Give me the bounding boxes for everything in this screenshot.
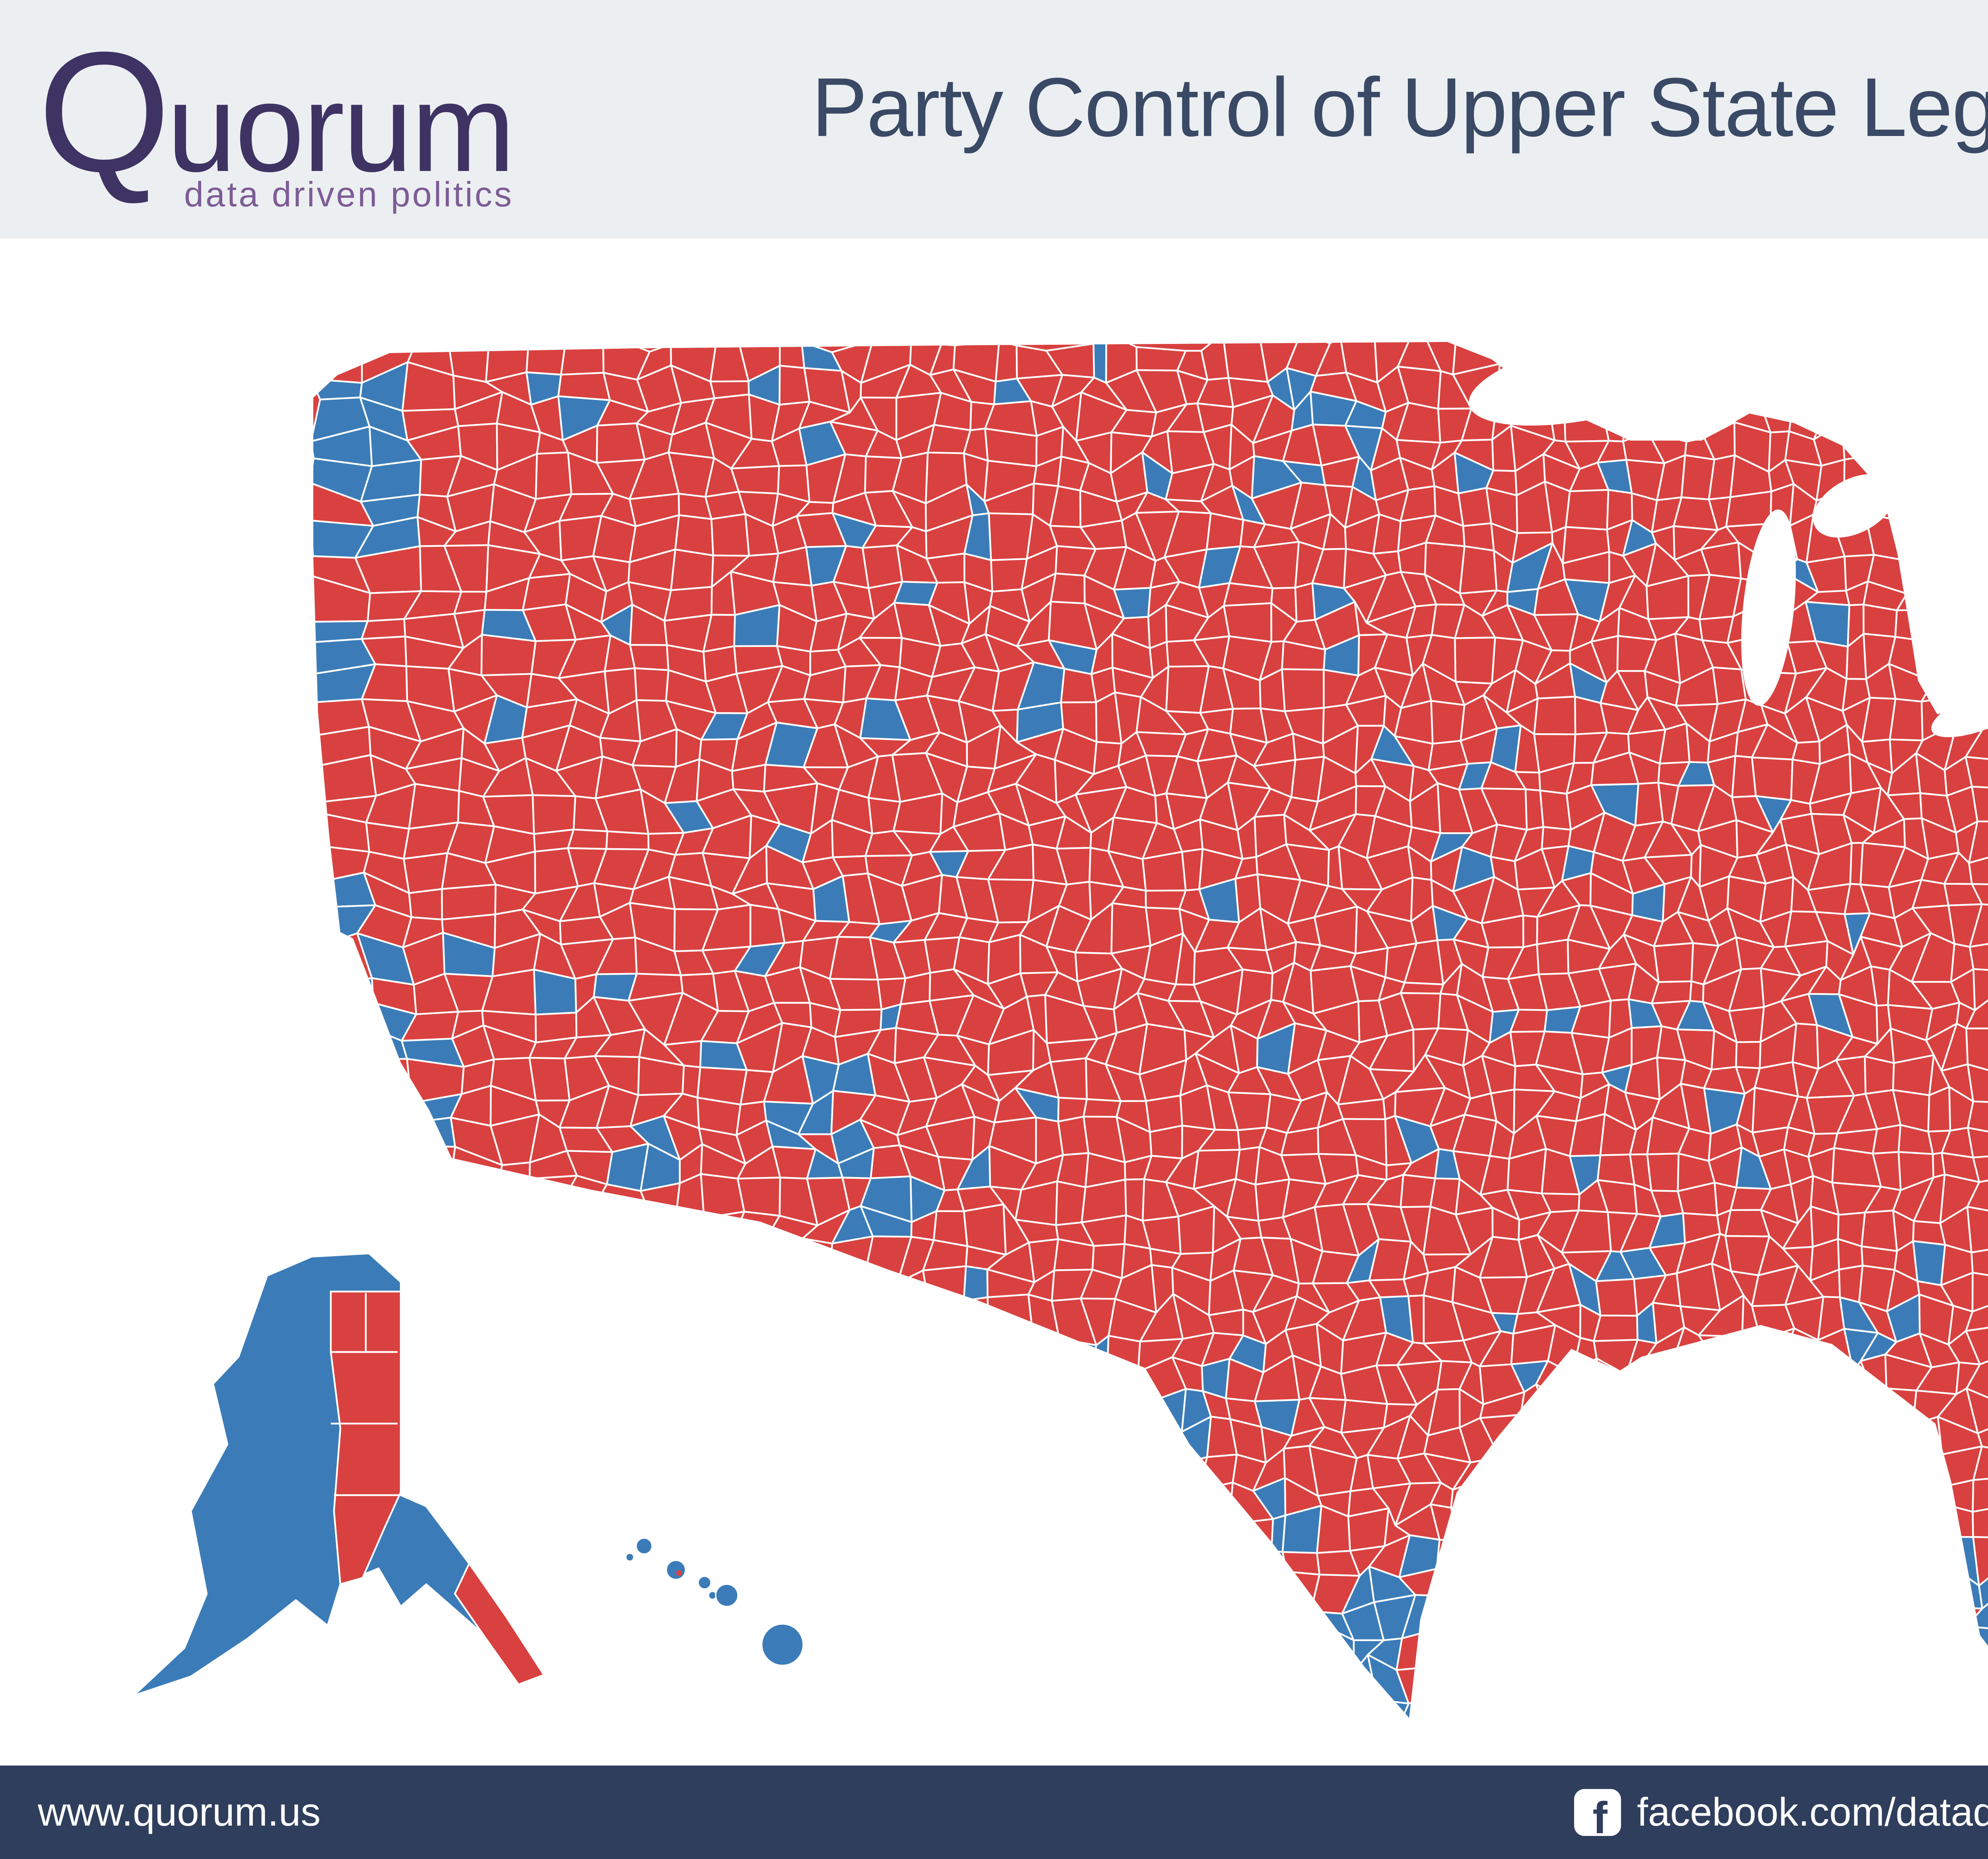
website-link[interactable]: www.quorum.us	[38, 1790, 321, 1834]
quorum-logo-tagline: data driven politics	[184, 175, 514, 214]
us-districts-map	[132, 331, 1988, 1718]
quorum-logo-q: Q	[38, 17, 171, 208]
facebook-icon: f	[1574, 1789, 1621, 1840]
page-title: Party Control of Upper State Legislative…	[812, 60, 1988, 154]
map-area	[0, 239, 1988, 1766]
quorum-logo-rest: uorum	[167, 58, 515, 198]
footer-band: www.quorum.us f facebook.com/datadrivenp…	[0, 1766, 1988, 1859]
